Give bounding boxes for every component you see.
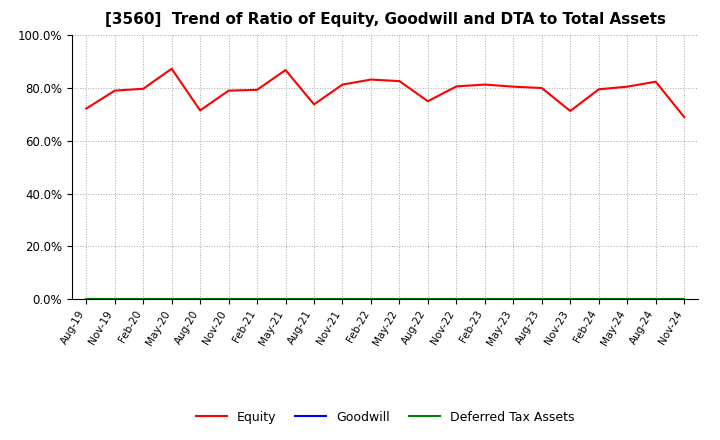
Goodwill	[623, 297, 631, 302]
Goodwill	[167, 297, 176, 302]
Deferred Tax Assets	[509, 297, 518, 302]
Title: [3560]  Trend of Ratio of Equity, Goodwill and DTA to Total Assets: [3560] Trend of Ratio of Equity, Goodwil…	[104, 12, 666, 27]
Equity	[167, 66, 176, 71]
Equity	[395, 78, 404, 84]
Legend: Equity, Goodwill, Deferred Tax Assets: Equity, Goodwill, Deferred Tax Assets	[191, 406, 580, 429]
Equity	[282, 67, 290, 73]
Equity	[680, 114, 688, 120]
Goodwill	[196, 297, 204, 302]
Equity	[82, 106, 91, 111]
Equity	[480, 82, 489, 87]
Deferred Tax Assets	[652, 297, 660, 302]
Goodwill	[509, 297, 518, 302]
Equity	[452, 84, 461, 89]
Equity	[623, 84, 631, 89]
Deferred Tax Assets	[623, 297, 631, 302]
Goodwill	[537, 297, 546, 302]
Deferred Tax Assets	[310, 297, 318, 302]
Deferred Tax Assets	[680, 297, 688, 302]
Deferred Tax Assets	[566, 297, 575, 302]
Goodwill	[452, 297, 461, 302]
Goodwill	[480, 297, 489, 302]
Deferred Tax Assets	[423, 297, 432, 302]
Goodwill	[110, 297, 119, 302]
Goodwill	[82, 297, 91, 302]
Goodwill	[225, 297, 233, 302]
Equity	[338, 82, 347, 87]
Equity	[196, 108, 204, 113]
Goodwill	[652, 297, 660, 302]
Goodwill	[680, 297, 688, 302]
Deferred Tax Assets	[595, 297, 603, 302]
Goodwill	[595, 297, 603, 302]
Goodwill	[139, 297, 148, 302]
Equity	[310, 102, 318, 107]
Deferred Tax Assets	[225, 297, 233, 302]
Goodwill	[366, 297, 375, 302]
Line: Equity: Equity	[86, 69, 684, 117]
Equity	[253, 87, 261, 92]
Deferred Tax Assets	[253, 297, 261, 302]
Equity	[366, 77, 375, 82]
Equity	[110, 88, 119, 93]
Deferred Tax Assets	[452, 297, 461, 302]
Equity	[139, 86, 148, 92]
Deferred Tax Assets	[395, 297, 404, 302]
Deferred Tax Assets	[110, 297, 119, 302]
Deferred Tax Assets	[82, 297, 91, 302]
Goodwill	[310, 297, 318, 302]
Equity	[423, 99, 432, 104]
Goodwill	[338, 297, 347, 302]
Goodwill	[423, 297, 432, 302]
Equity	[509, 84, 518, 89]
Equity	[537, 85, 546, 91]
Deferred Tax Assets	[480, 297, 489, 302]
Deferred Tax Assets	[196, 297, 204, 302]
Deferred Tax Assets	[366, 297, 375, 302]
Deferred Tax Assets	[167, 297, 176, 302]
Deferred Tax Assets	[139, 297, 148, 302]
Deferred Tax Assets	[282, 297, 290, 302]
Goodwill	[566, 297, 575, 302]
Equity	[652, 79, 660, 84]
Equity	[595, 87, 603, 92]
Goodwill	[282, 297, 290, 302]
Deferred Tax Assets	[338, 297, 347, 302]
Deferred Tax Assets	[537, 297, 546, 302]
Equity	[566, 108, 575, 114]
Goodwill	[395, 297, 404, 302]
Goodwill	[253, 297, 261, 302]
Equity	[225, 88, 233, 93]
